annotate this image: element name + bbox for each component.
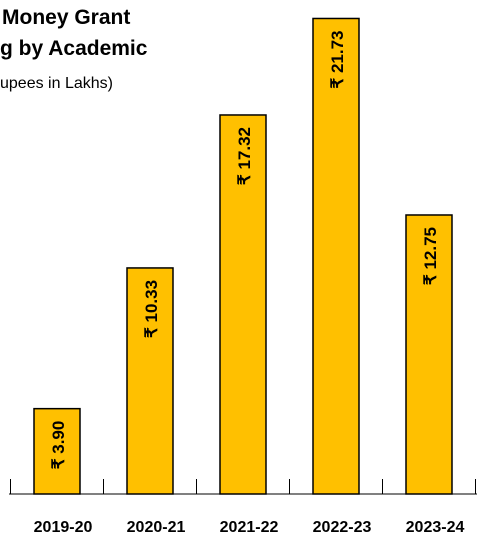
- x-tick-label-2023-24: 2023-24: [406, 519, 465, 536]
- x-tick-label-2021-22: 2021-22: [220, 519, 279, 536]
- x-tick-label-2019-20: 2019-20: [34, 519, 93, 536]
- data-label-2021-22: ₹ 17.32: [235, 127, 254, 185]
- bar-2022-23: [312, 17, 360, 495]
- data-label-2019-20: ₹ 3.90: [49, 421, 68, 470]
- chart-subtitle: upees in Lakhs): [0, 75, 113, 92]
- data-label-2022-23: ₹ 21.73: [328, 30, 347, 88]
- chart-title-line-1: Money Grant: [2, 6, 131, 29]
- bar-2023-24: [405, 214, 453, 495]
- data-label-2020-21: ₹ 10.33: [142, 280, 161, 338]
- data-label-2023-24: ₹ 12.75: [421, 227, 440, 285]
- bar-2019-20: [33, 407, 81, 495]
- chart-title-line-2: g by Academic: [0, 37, 148, 60]
- x-tick-label-2020-21: 2020-21: [127, 519, 186, 536]
- bar-2021-22: [219, 114, 267, 495]
- x-tick-label-2022-23: 2022-23: [313, 519, 372, 536]
